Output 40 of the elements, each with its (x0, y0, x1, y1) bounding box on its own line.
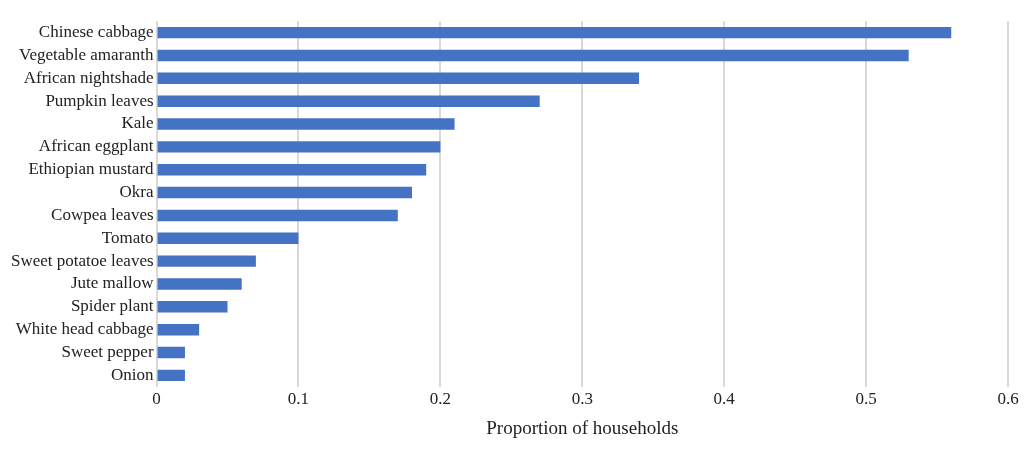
bar (157, 278, 242, 290)
x-tick-label: 0 (152, 389, 161, 409)
y-tick-label: Jute mallow (70, 273, 155, 293)
bar (157, 186, 412, 199)
y-tick-label: African nightshade (23, 67, 154, 87)
y-tick-label: Ethiopian mustard (28, 159, 155, 179)
x-tick-label: 0.2 (429, 389, 451, 409)
bar (157, 255, 256, 267)
x-tick-label: 0.6 (997, 389, 1019, 409)
bar (157, 26, 952, 39)
bar (157, 346, 185, 359)
bar (157, 141, 441, 153)
y-tick-label: Okra (119, 182, 155, 202)
bar (157, 369, 185, 382)
y-tick-label: Sweet pepper (61, 341, 154, 361)
y-tick-label: African eggplant (38, 136, 154, 156)
y-tick-label: Onion (111, 364, 155, 384)
y-tick-label: Chinese cabbage (38, 22, 154, 42)
bar (157, 118, 455, 130)
y-tick-label: Sweet potatoe leaves (11, 250, 154, 270)
bar (157, 49, 909, 62)
x-tick-label: 0.1 (287, 389, 310, 409)
bar (157, 72, 640, 85)
y-tick-label: White head cabbage (15, 319, 154, 339)
y-tick-label: Cowpea leaves (51, 204, 154, 224)
bar (157, 209, 398, 222)
bar (157, 232, 299, 244)
y-tick-label: Spider plant (70, 296, 154, 316)
y-tick-label: Pumpkin leaves (45, 90, 154, 110)
bar (157, 323, 200, 336)
bar (157, 164, 427, 176)
y-tick-label: Vegetable amaranth (19, 44, 155, 64)
bar (157, 301, 228, 313)
y-tick-label: Kale (121, 113, 154, 133)
x-axis-title: Proportion of households (486, 416, 679, 438)
x-tick-label: 0.5 (855, 389, 877, 409)
bar (157, 95, 540, 107)
y-tick-label: Tomato (101, 227, 154, 247)
x-tick-label: 0.3 (571, 389, 593, 409)
x-tick-label: 0.4 (713, 389, 736, 409)
